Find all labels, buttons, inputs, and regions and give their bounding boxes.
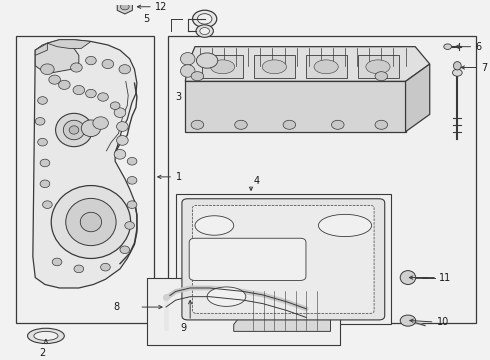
Ellipse shape bbox=[27, 328, 64, 343]
Ellipse shape bbox=[114, 108, 126, 117]
Ellipse shape bbox=[444, 44, 451, 49]
Ellipse shape bbox=[58, 80, 70, 89]
Bar bbox=[202, 55, 244, 78]
Ellipse shape bbox=[73, 85, 85, 95]
Ellipse shape bbox=[86, 89, 96, 98]
Ellipse shape bbox=[119, 65, 131, 74]
Ellipse shape bbox=[452, 69, 462, 76]
Ellipse shape bbox=[180, 65, 195, 77]
Ellipse shape bbox=[93, 117, 108, 129]
Ellipse shape bbox=[211, 60, 235, 74]
Ellipse shape bbox=[400, 271, 416, 284]
Ellipse shape bbox=[41, 64, 54, 75]
Polygon shape bbox=[406, 64, 430, 132]
Ellipse shape bbox=[191, 120, 204, 129]
Ellipse shape bbox=[117, 136, 128, 145]
Ellipse shape bbox=[35, 117, 45, 125]
Ellipse shape bbox=[318, 214, 371, 237]
Ellipse shape bbox=[38, 97, 48, 104]
Text: 5: 5 bbox=[143, 14, 149, 24]
Ellipse shape bbox=[40, 180, 50, 188]
Ellipse shape bbox=[102, 59, 114, 69]
Ellipse shape bbox=[314, 60, 338, 74]
Text: 10: 10 bbox=[437, 317, 449, 327]
Ellipse shape bbox=[81, 120, 100, 136]
Ellipse shape bbox=[51, 185, 131, 258]
Ellipse shape bbox=[55, 113, 93, 147]
Ellipse shape bbox=[120, 246, 130, 253]
Ellipse shape bbox=[191, 72, 204, 81]
Bar bbox=[254, 55, 295, 78]
Ellipse shape bbox=[69, 126, 79, 134]
Bar bbox=[358, 55, 399, 78]
Ellipse shape bbox=[197, 14, 212, 24]
Text: 6: 6 bbox=[476, 42, 482, 52]
Polygon shape bbox=[117, 0, 132, 14]
Ellipse shape bbox=[196, 25, 213, 37]
Polygon shape bbox=[234, 288, 331, 332]
Text: 4: 4 bbox=[253, 176, 260, 186]
Ellipse shape bbox=[66, 198, 116, 246]
Ellipse shape bbox=[127, 157, 137, 165]
Ellipse shape bbox=[180, 53, 195, 65]
Text: 3: 3 bbox=[175, 92, 182, 102]
Ellipse shape bbox=[43, 201, 52, 208]
Ellipse shape bbox=[38, 138, 48, 146]
Ellipse shape bbox=[366, 60, 390, 74]
Ellipse shape bbox=[195, 216, 234, 235]
Ellipse shape bbox=[100, 263, 110, 271]
Ellipse shape bbox=[71, 63, 82, 72]
FancyBboxPatch shape bbox=[189, 238, 306, 280]
Ellipse shape bbox=[331, 120, 344, 129]
Ellipse shape bbox=[98, 93, 108, 101]
Bar bbox=[175, 194, 391, 324]
Polygon shape bbox=[185, 47, 430, 81]
Ellipse shape bbox=[283, 120, 295, 129]
Ellipse shape bbox=[40, 159, 50, 167]
Ellipse shape bbox=[114, 149, 126, 159]
Ellipse shape bbox=[86, 57, 96, 65]
Polygon shape bbox=[185, 81, 406, 132]
Polygon shape bbox=[35, 43, 79, 73]
Ellipse shape bbox=[235, 120, 247, 129]
Text: 8: 8 bbox=[114, 302, 120, 312]
Ellipse shape bbox=[63, 120, 85, 140]
Ellipse shape bbox=[200, 28, 210, 35]
Ellipse shape bbox=[262, 60, 287, 74]
Bar bbox=[306, 55, 347, 78]
Bar bbox=[147, 278, 340, 345]
Ellipse shape bbox=[193, 10, 217, 28]
Ellipse shape bbox=[196, 53, 218, 68]
Polygon shape bbox=[48, 40, 91, 48]
FancyBboxPatch shape bbox=[193, 205, 374, 313]
Polygon shape bbox=[35, 43, 48, 55]
Ellipse shape bbox=[121, 4, 129, 10]
Bar bbox=[169, 36, 476, 323]
Ellipse shape bbox=[400, 315, 416, 326]
Bar bbox=[16, 36, 154, 323]
FancyBboxPatch shape bbox=[182, 199, 385, 320]
Ellipse shape bbox=[74, 265, 84, 273]
Ellipse shape bbox=[34, 332, 58, 341]
Text: 2: 2 bbox=[39, 348, 46, 358]
Ellipse shape bbox=[80, 212, 101, 232]
Ellipse shape bbox=[453, 62, 461, 70]
Text: 11: 11 bbox=[440, 273, 452, 283]
Ellipse shape bbox=[375, 72, 388, 81]
Ellipse shape bbox=[49, 75, 60, 84]
Text: 9: 9 bbox=[180, 323, 187, 333]
Ellipse shape bbox=[52, 258, 62, 266]
Ellipse shape bbox=[127, 201, 137, 208]
Ellipse shape bbox=[117, 122, 128, 131]
Ellipse shape bbox=[207, 287, 246, 306]
Ellipse shape bbox=[125, 222, 134, 229]
Ellipse shape bbox=[375, 120, 388, 129]
Polygon shape bbox=[33, 40, 137, 288]
Ellipse shape bbox=[110, 102, 120, 109]
Text: 12: 12 bbox=[155, 2, 168, 12]
Text: 7: 7 bbox=[482, 63, 488, 72]
Text: 1: 1 bbox=[175, 172, 182, 182]
Ellipse shape bbox=[127, 176, 137, 184]
